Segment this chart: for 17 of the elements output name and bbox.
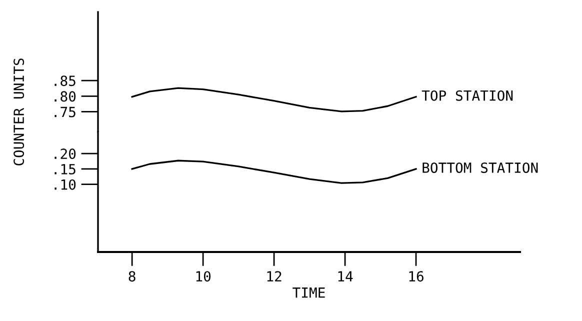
x-tick-label: 14 bbox=[338, 271, 353, 282]
x-tick-label: 8 bbox=[128, 271, 136, 282]
y-tick-label: .15 bbox=[54, 164, 76, 174]
series-label: BOTTOM STATION bbox=[422, 162, 538, 173]
line-series bbox=[131, 160, 417, 184]
series-label: TOP STATION bbox=[422, 90, 513, 101]
x-tick-label: 12 bbox=[267, 271, 282, 282]
y-tick-label: .10 bbox=[54, 179, 76, 190]
x-axis-title: TIME bbox=[292, 288, 325, 298]
y-tick-label: .80 bbox=[54, 91, 76, 102]
y-axis-title: COUNTER UNITS bbox=[14, 58, 24, 166]
y-tick-label: .85 bbox=[54, 76, 76, 86]
line-series bbox=[131, 87, 417, 112]
x-tick-label: 16 bbox=[409, 271, 424, 282]
y-tick-label: .20 bbox=[54, 148, 76, 160]
x-tick-label: 10 bbox=[196, 271, 211, 282]
y-tick-label: .75 bbox=[54, 106, 76, 118]
